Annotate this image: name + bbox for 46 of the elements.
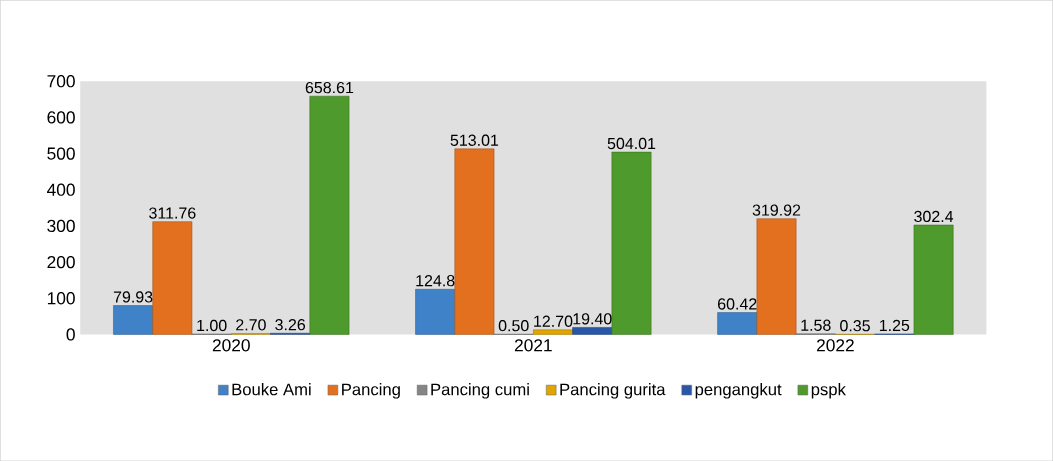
data-label: 1.25 (879, 319, 910, 331)
bar (152, 221, 193, 335)
data-label: 2.70 (236, 319, 266, 331)
data-label: 302.4 (914, 210, 954, 222)
bar (533, 329, 573, 335)
data-label: 124.8 (416, 274, 455, 287)
x-tick-label: 2021 (514, 338, 552, 352)
bar (572, 327, 613, 335)
legend-label: Pancing (342, 382, 400, 399)
data-label: 3.26 (275, 318, 306, 331)
data-label: 0.35 (840, 319, 870, 332)
y-tick-label: 400 (47, 183, 75, 196)
data-label: 311.76 (149, 207, 196, 219)
data-label: 504.01 (607, 137, 656, 150)
bar (309, 95, 350, 335)
bar (611, 151, 652, 335)
data-label: 79.93 (113, 291, 153, 303)
data-label: 319.92 (752, 204, 801, 216)
y-tick-label: 700 (47, 74, 75, 88)
x-tick-label: 2022 (817, 338, 854, 352)
legend-label: Bouke Ami (232, 382, 311, 396)
x-tick-label: 2020 (212, 338, 250, 352)
bar (717, 312, 758, 335)
legend-label: pengangkut (695, 382, 782, 399)
data-label: 513.01 (450, 134, 499, 146)
y-tick-label: 600 (47, 111, 75, 124)
data-label: 1.58 (801, 319, 831, 331)
bar (415, 288, 456, 335)
data-label: 12.70 (534, 315, 573, 327)
bar (913, 224, 954, 335)
data-label: 658.61 (305, 81, 354, 94)
legend-label: Pancing gurita (560, 382, 666, 399)
legend-label: pspk (811, 382, 846, 399)
y-tick-label: 500 (47, 147, 75, 160)
data-label: 1.00 (197, 319, 227, 331)
y-tick-label: 100 (47, 291, 75, 305)
bar (113, 305, 153, 335)
y-tick-label: 0 (66, 328, 75, 341)
y-tick-label: 200 (47, 255, 75, 269)
bar (454, 148, 495, 335)
bar (756, 218, 797, 335)
data-label: 19.40 (573, 313, 612, 325)
y-tick-label: 300 (47, 219, 75, 232)
data-label: 60.42 (718, 298, 757, 310)
legend-label: Pancing cumi (431, 382, 529, 399)
data-label: 0.50 (498, 319, 529, 332)
